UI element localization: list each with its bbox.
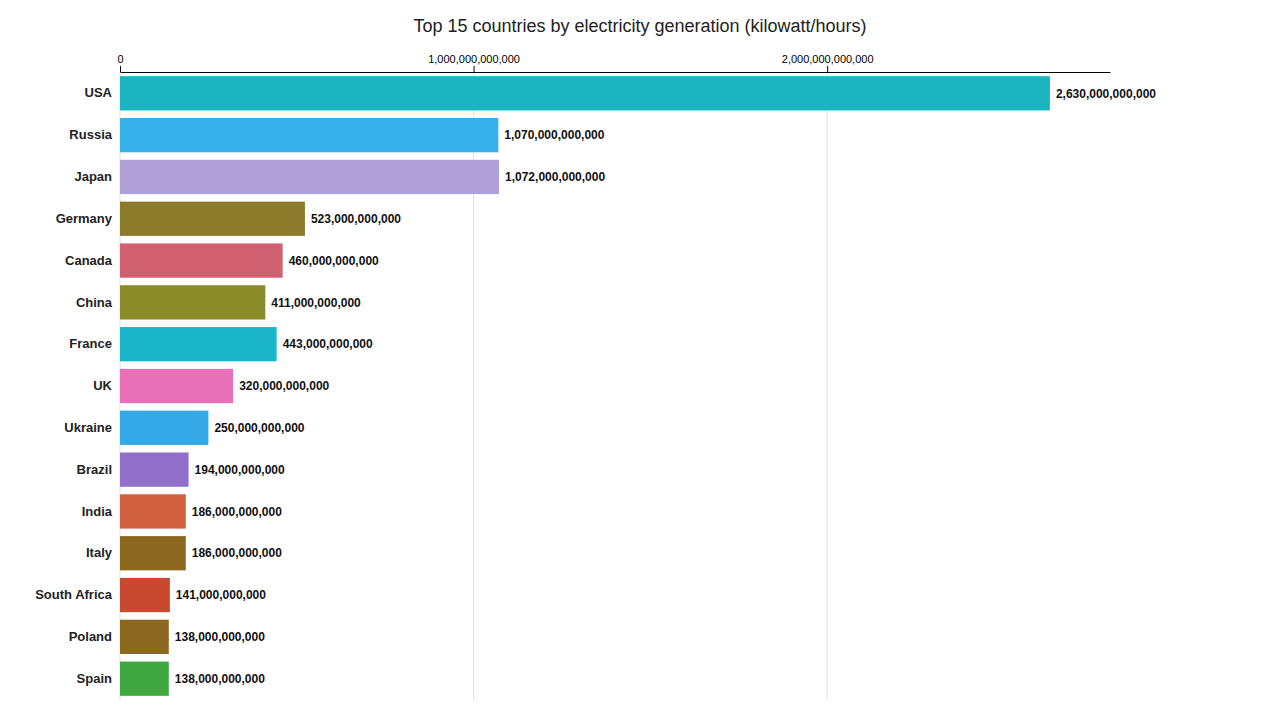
- data-labels: 2,630,000,000,000 1,070,000,000,000 1,072,…: [175, 87, 1157, 686]
- bar: [120, 578, 170, 612]
- x-tick-label: 0: [117, 53, 123, 65]
- x-tick-mark: [120, 66, 121, 72]
- data-label: 186,000,000,000: [192, 505, 282, 519]
- y-tick-label: Russia: [69, 127, 112, 142]
- y-tick-label: USA: [85, 85, 113, 100]
- x-tick: 0: [117, 53, 123, 72]
- y-tick-label: Germany: [56, 211, 113, 226]
- y-tick: Italy: [86, 545, 113, 560]
- bar: [120, 118, 498, 152]
- bar: [120, 76, 1050, 110]
- data-label: 138,000,000,000: [175, 630, 265, 644]
- y-tick-label: Japan: [74, 169, 112, 184]
- bar: [120, 327, 277, 361]
- y-tick-label: India: [82, 504, 113, 519]
- y-tick: Canada: [65, 253, 113, 268]
- y-tick: Poland: [69, 629, 112, 644]
- grid-line: [827, 72, 828, 700]
- chart: Top 15 countries by electricity generati…: [0, 0, 1280, 720]
- data-label: 138,000,000,000: [175, 672, 265, 686]
- data-label: 320,000,000,000: [239, 379, 329, 393]
- x-tick: 1,000,000,000,000: [428, 53, 520, 72]
- bar: [120, 243, 283, 277]
- y-tick: China: [76, 295, 113, 310]
- bar: [120, 369, 233, 403]
- y-tick-label: Poland: [69, 629, 112, 644]
- data-label: 2,630,000,000,000: [1056, 87, 1156, 101]
- y-tick: South Africa: [35, 587, 113, 602]
- data-label: 443,000,000,000: [283, 337, 373, 351]
- title: Top 15 countries by electricity generati…: [413, 16, 866, 36]
- x-tick-mark: [827, 66, 828, 72]
- y-tick-label: China: [76, 295, 113, 310]
- y-tick: Spain: [77, 671, 112, 686]
- y-tick: Ukraine: [64, 420, 112, 435]
- data-label: 411,000,000,000: [271, 296, 361, 310]
- x-tick: 2,000,000,000,000: [782, 53, 874, 72]
- data-label: 460,000,000,000: [289, 254, 379, 268]
- bar: [120, 620, 169, 654]
- bar: [120, 202, 305, 236]
- x-axis: 0 1,000,000,000,000 2,000,000,000,000: [117, 53, 1110, 73]
- y-tick-label: Ukraine: [64, 420, 112, 435]
- y-tick: Brazil: [77, 462, 112, 477]
- y-tick-label: Canada: [65, 253, 113, 268]
- bars: [120, 76, 1050, 696]
- y-tick-label: Spain: [77, 671, 112, 686]
- y-axis: USA Russia Japan Germany Canada China France UK…: [35, 85, 113, 685]
- y-tick-label: France: [69, 336, 112, 351]
- bar: [120, 452, 189, 486]
- data-label: 1,070,000,000,000: [504, 128, 604, 142]
- data-label: 186,000,000,000: [192, 546, 282, 560]
- bar: [120, 494, 186, 528]
- bar: [120, 160, 499, 194]
- grid: [120, 72, 827, 700]
- y-tick-label: Italy: [86, 545, 113, 560]
- y-tick: India: [82, 504, 113, 519]
- y-tick: Russia: [69, 127, 112, 142]
- y-tick-label: UK: [93, 378, 112, 393]
- y-tick: Germany: [56, 211, 113, 226]
- y-tick: UK: [93, 378, 112, 393]
- x-tick-label: 1,000,000,000,000: [428, 53, 520, 65]
- data-label: 523,000,000,000: [311, 212, 401, 226]
- data-label: 1,072,000,000,000: [505, 170, 605, 184]
- bar: [120, 662, 169, 696]
- data-label: 194,000,000,000: [195, 463, 285, 477]
- x-tick-label: 2,000,000,000,000: [782, 53, 874, 65]
- y-tick-label: Brazil: [77, 462, 112, 477]
- y-tick: France: [69, 336, 112, 351]
- x-tick-mark: [474, 66, 475, 72]
- bar: [120, 411, 208, 445]
- x-axis-line: [121, 72, 1111, 73]
- y-tick: Japan: [74, 169, 112, 184]
- bar: [120, 536, 186, 570]
- y-tick-label: South Africa: [35, 587, 113, 602]
- bar: [120, 285, 265, 319]
- y-tick: USA: [85, 85, 113, 100]
- data-label: 250,000,000,000: [214, 421, 304, 435]
- plot: 0 1,000,000,000,000 2,000,000,000,000 USA Ru…: [35, 53, 1156, 700]
- data-label: 141,000,000,000: [176, 588, 266, 602]
